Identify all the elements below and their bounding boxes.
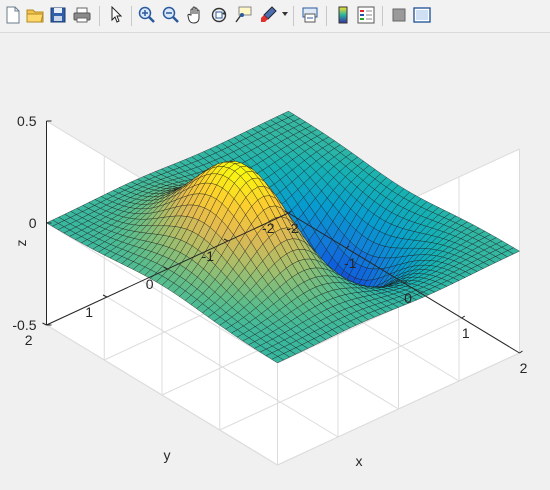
x-tick-label: 2: [520, 360, 528, 376]
zoom-in-icon[interactable]: [137, 5, 157, 25]
y-tick-label: 0: [146, 276, 154, 292]
y-axis-label: y: [164, 447, 171, 463]
y-tick-label: -2: [262, 220, 275, 236]
x-tick-label: 1: [462, 325, 470, 341]
open-file-icon[interactable]: [25, 5, 45, 25]
print-figure-icon[interactable]: [72, 5, 92, 25]
y-tick-label: 1: [85, 304, 93, 320]
edit-plot-arrow-icon[interactable]: [106, 5, 126, 25]
y-tick-label: 2: [25, 332, 33, 348]
save-figure-icon[interactable]: [48, 5, 68, 25]
hide-plot-tools-icon[interactable]: [389, 5, 409, 25]
brush-data-icon[interactable]: [258, 5, 278, 25]
figure-canvas[interactable]: -2 -1 0 1 2 -2 -1 0 1 2 -0.5 0 0.5 x y z: [0, 33, 550, 490]
new-figure-icon[interactable]: [3, 5, 23, 25]
surface-mesh: [45, 110, 521, 364]
x-axis-label: x: [356, 453, 363, 469]
zoom-out-icon[interactable]: [161, 5, 181, 25]
z-tick-label: 0.5: [17, 113, 37, 129]
y-tick-label: -1: [202, 248, 215, 264]
link-plot-icon[interactable]: [300, 5, 320, 25]
show-plot-tools-icon[interactable]: [412, 5, 432, 25]
axis-lines: [42, 120, 523, 354]
x-tick-label: -2: [286, 220, 299, 236]
z-tick-label: 0: [29, 215, 37, 231]
rotate-3d-icon[interactable]: [209, 5, 229, 25]
z-tick-label: -0.5: [12, 317, 36, 333]
insert-legend-icon[interactable]: [356, 5, 376, 25]
z-axis-label: z: [13, 240, 29, 247]
pan-hand-icon[interactable]: [185, 5, 205, 25]
figure-toolbar: [0, 0, 550, 33]
x-tick-label: 0: [404, 290, 412, 306]
data-cursor-icon[interactable]: [233, 5, 253, 25]
insert-colorbar-icon[interactable]: [333, 5, 353, 25]
x-tick-label: -1: [344, 255, 357, 271]
